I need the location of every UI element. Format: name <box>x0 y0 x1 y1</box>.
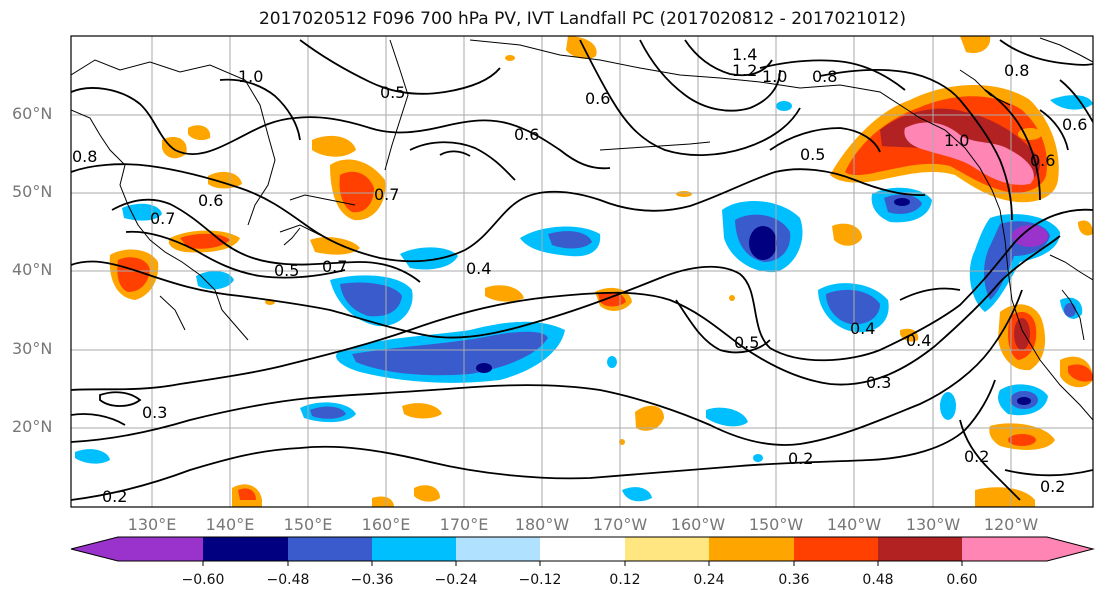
colorbar-bin <box>372 537 456 561</box>
lon-label: 140°E <box>205 515 255 534</box>
colorbar-bin <box>118 537 203 561</box>
lon-label: 120°W <box>983 515 1039 534</box>
contour-label: 0.5 <box>734 333 759 352</box>
graticule <box>71 36 1093 507</box>
contour-label: 0.5 <box>380 83 405 102</box>
colorbar-tick-label: 0.48 <box>862 572 894 588</box>
contour-label: 0.2 <box>964 447 989 466</box>
contour-label: 0.3 <box>142 403 167 422</box>
lon-label: 150°W <box>748 515 804 534</box>
colorbar-tick-label: −0.12 <box>518 572 562 588</box>
colorbar <box>70 536 1095 566</box>
colorbar-bin <box>203 537 288 561</box>
contour-label: 0.6 <box>198 191 223 210</box>
plot-frame <box>70 35 1094 508</box>
colorbar-arrow-left <box>71 537 118 561</box>
colorbar-arrow-right <box>1047 537 1093 561</box>
colorbar-tick-label: 0.12 <box>609 572 641 588</box>
lon-label: 130°W <box>905 515 961 534</box>
lon-label: 130°E <box>127 515 177 534</box>
lon-label: 150°E <box>283 515 333 534</box>
contour-label: 1.0 <box>238 67 263 86</box>
lon-label: 140°W <box>826 515 882 534</box>
contour-label: 0.4 <box>906 331 931 350</box>
pv-contours <box>71 39 1093 501</box>
contour-label: 1.2 <box>732 61 757 80</box>
contour-label: 0.6 <box>585 89 610 108</box>
lon-label: 180°W <box>514 515 570 534</box>
colorbar-tick-label: −0.24 <box>434 572 478 588</box>
colorbar-bin <box>288 537 372 561</box>
contour-label: 0.4 <box>466 259 491 278</box>
colorbar-tick-label: 0.24 <box>693 572 725 588</box>
lat-label: 50°N <box>12 182 53 201</box>
contour-label: 0.4 <box>850 319 875 338</box>
lat-label: 20°N <box>12 417 53 436</box>
colorbar-outline <box>70 536 1095 562</box>
lon-label: 160°E <box>361 515 411 534</box>
contour-label: 0.7 <box>374 185 399 204</box>
colorbar-bin <box>878 537 962 561</box>
lat-label: 40°N <box>12 260 53 279</box>
contour-label: 0.8 <box>812 67 837 86</box>
contour-label: 0.5 <box>274 261 299 280</box>
contour-label: 0.6 <box>1062 115 1087 134</box>
contour-label: 0.2 <box>788 449 813 468</box>
colorbar-bin <box>709 537 794 561</box>
lon-label: 170°E <box>439 515 489 534</box>
contour-label: 0.7 <box>150 209 175 228</box>
contour-label: 0.5 <box>800 145 825 164</box>
colorbar-tick-label: −0.60 <box>181 572 225 588</box>
contour-label: 1.0 <box>944 131 969 150</box>
lat-label: 60°N <box>12 104 53 123</box>
contour-label: 0.3 <box>866 373 891 392</box>
contour-labels: 1.4 1.2 1.0 0.8 0.5 0.6 1.0 0.5 0.6 0.7 … <box>72 45 1087 506</box>
colorbar-tick-label: 0.36 <box>778 572 810 588</box>
lon-label: 160°W <box>670 515 726 534</box>
contour-label: 0.8 <box>72 147 97 166</box>
colorbar-bin <box>794 537 878 561</box>
contour-label: 0.7 <box>322 257 347 276</box>
contour-label: 0.2 <box>102 487 127 506</box>
colorbar-bin <box>625 537 709 561</box>
contour-label: 0.8 <box>1004 61 1029 80</box>
contour-label: 0.2 <box>1040 477 1065 496</box>
lat-label: 30°N <box>12 339 53 358</box>
colorbar-bin <box>456 537 540 561</box>
colorbar-tick-label: −0.36 <box>350 572 394 588</box>
colorbar-bin <box>540 537 625 561</box>
contour-label: 0.6 <box>514 125 539 144</box>
colorbar-bin <box>962 537 1047 561</box>
colorbar-tick-label: −0.48 <box>266 572 310 588</box>
contour-label: 0.6 <box>1030 151 1055 170</box>
contour-label: 1.0 <box>762 67 787 86</box>
positive-shading <box>109 36 1093 507</box>
lon-label: 170°W <box>592 515 648 534</box>
colorbar-tick-label: 0.60 <box>946 572 978 588</box>
map-title: 2017020512 F096 700 hPa PV, IVT Landfall… <box>258 9 906 29</box>
contour-label: 1.4 <box>732 45 757 64</box>
